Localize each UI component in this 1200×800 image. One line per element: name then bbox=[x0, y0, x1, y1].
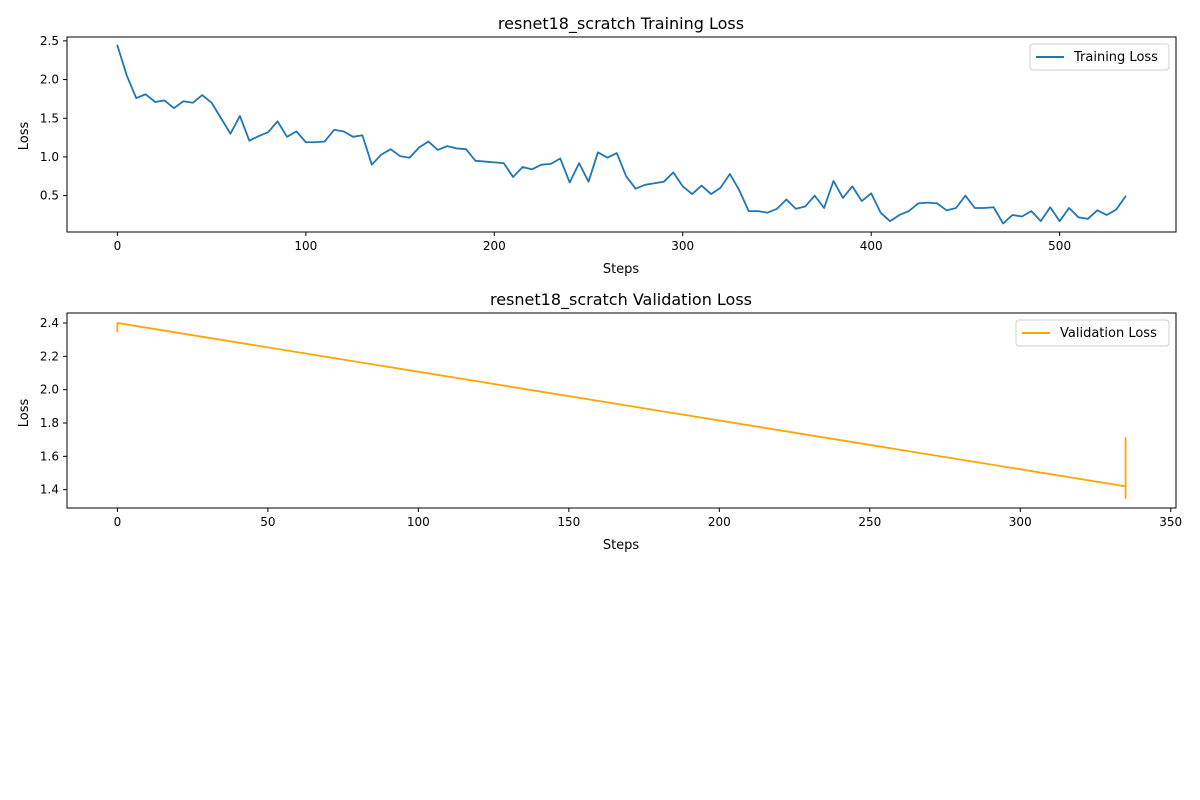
legend: Training Loss bbox=[1029, 43, 1170, 71]
training-loss-chart: resnet18_scratch Training Loss Loss Step… bbox=[17, 14, 1177, 277]
training-loss-series-line bbox=[116, 44, 1127, 225]
x-tick-label: 150 bbox=[557, 515, 580, 529]
y-ticks: 0.5 1.0 1.5 2.0 2.5 bbox=[40, 34, 67, 203]
y-tick-label: 1.0 bbox=[40, 150, 59, 164]
x-tick-label: 0 bbox=[114, 515, 122, 529]
legend: Validation Loss bbox=[1015, 319, 1170, 347]
y-tick-label: 2.5 bbox=[40, 34, 59, 48]
y-tick-label: 2.0 bbox=[40, 383, 59, 397]
y-tick-label: 1.6 bbox=[40, 449, 59, 463]
x-tick-label: 300 bbox=[1009, 515, 1032, 529]
x-ticks: 0 50 100 150 200 250 300 350 bbox=[114, 508, 1182, 529]
x-tick-label: 100 bbox=[294, 239, 317, 253]
y-ticks: 1.4 1.6 1.8 2.0 2.2 2.4 bbox=[40, 316, 67, 497]
x-tick-label: 500 bbox=[1048, 239, 1071, 253]
x-tick-label: 50 bbox=[260, 515, 275, 529]
x-tick-label: 200 bbox=[483, 239, 506, 253]
x-ticks: 0 100 200 300 400 500 bbox=[114, 232, 1071, 253]
x-tick-label: 0 bbox=[114, 239, 122, 253]
legend-box bbox=[1015, 319, 1170, 347]
x-axis-label: Steps bbox=[603, 262, 640, 277]
y-tick-label: 2.4 bbox=[40, 316, 59, 330]
validation-loss-series-line bbox=[116, 322, 1127, 499]
y-tick-label: 1.5 bbox=[40, 111, 59, 125]
y-axis-label: Loss bbox=[17, 399, 32, 428]
y-tick-label: 2.2 bbox=[40, 349, 59, 363]
chart-title: resnet18_scratch Validation Loss bbox=[490, 290, 752, 310]
y-tick-label: 1.4 bbox=[40, 483, 59, 497]
y-tick-label: 2.0 bbox=[40, 73, 59, 87]
y-tick-label: 0.5 bbox=[40, 189, 59, 203]
plot-frame bbox=[66, 312, 1177, 509]
validation-loss-chart: resnet18_scratch Validation Loss Loss St… bbox=[17, 290, 1182, 553]
x-tick-label: 350 bbox=[1159, 515, 1182, 529]
x-tick-label: 250 bbox=[858, 515, 881, 529]
x-tick-label: 200 bbox=[708, 515, 731, 529]
x-tick-label: 400 bbox=[860, 239, 883, 253]
y-tick-label: 1.8 bbox=[40, 416, 59, 430]
legend-label: Validation Loss bbox=[1060, 326, 1157, 341]
legend-label: Training Loss bbox=[1073, 50, 1158, 65]
y-axis-label: Loss bbox=[17, 122, 32, 151]
legend-box bbox=[1029, 43, 1170, 71]
plot-frame bbox=[66, 36, 1177, 233]
chart-title: resnet18_scratch Training Loss bbox=[498, 14, 744, 34]
x-tick-label: 300 bbox=[671, 239, 694, 253]
x-axis-label: Steps bbox=[603, 538, 640, 553]
x-tick-label: 100 bbox=[407, 515, 430, 529]
